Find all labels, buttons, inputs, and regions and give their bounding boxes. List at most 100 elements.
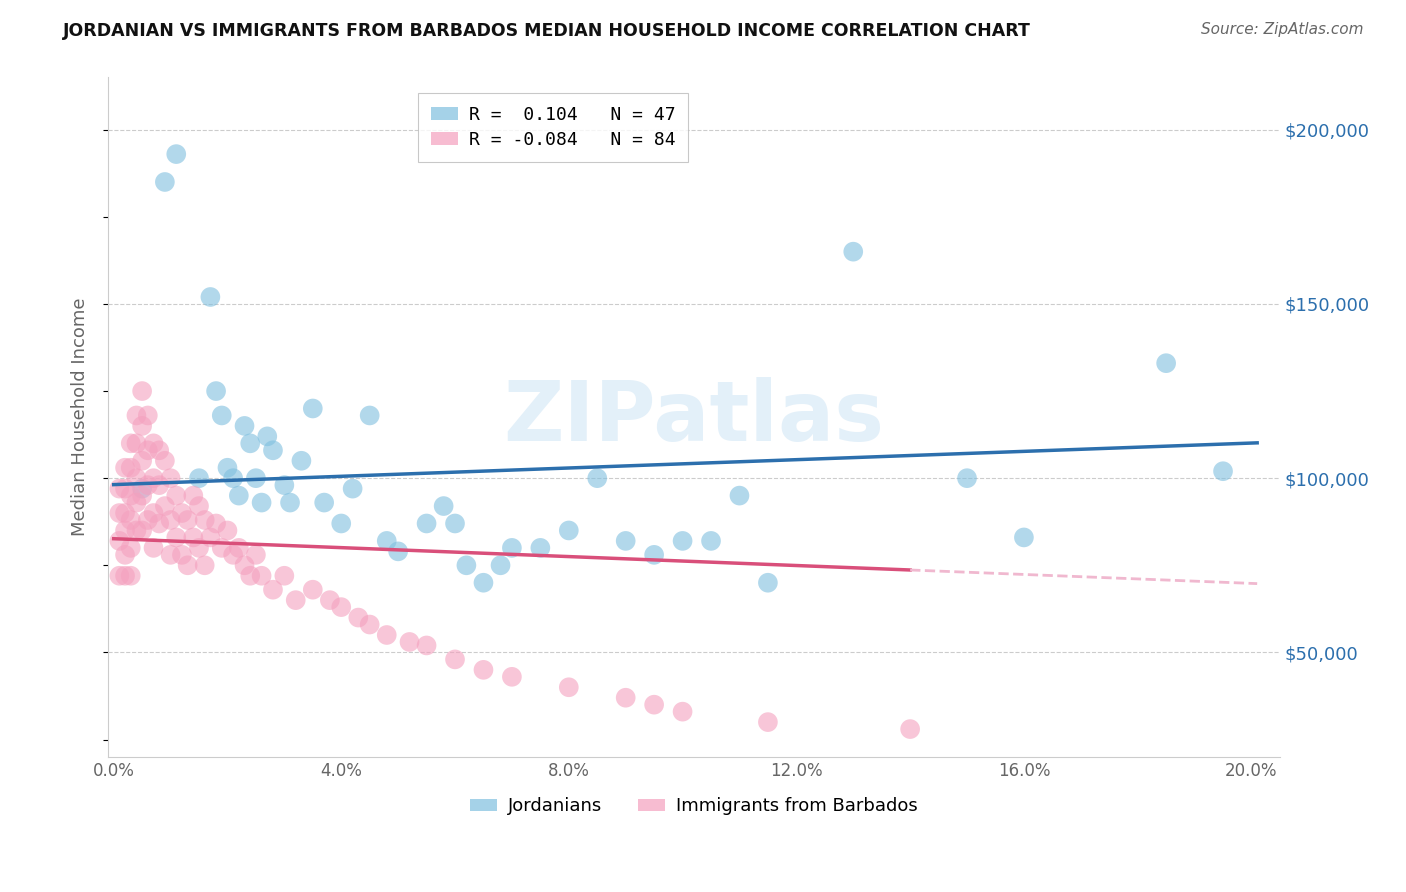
Text: ZIPatlas: ZIPatlas [503,376,884,458]
Point [898,722,921,736]
Point [614,690,637,705]
Legend: Jordanians, Immigrants from Barbados: Jordanians, Immigrants from Barbados [463,790,925,822]
Point [558,680,581,694]
Point [114,482,136,496]
Point [501,670,523,684]
Point [415,516,437,531]
Point [489,558,512,573]
Point [159,513,181,527]
Point [359,409,381,423]
Point [290,454,312,468]
Point [375,628,398,642]
Point [472,663,495,677]
Point [170,506,193,520]
Point [278,495,301,509]
Point [176,558,198,573]
Point [842,244,865,259]
Point [125,409,148,423]
Point [671,533,693,548]
Text: Source: ZipAtlas.com: Source: ZipAtlas.com [1201,22,1364,37]
Point [228,489,250,503]
Point [108,533,131,548]
Point [262,582,284,597]
Point [301,582,323,597]
Point [217,460,239,475]
Point [217,524,239,538]
Point [529,541,551,555]
Point [700,533,723,548]
Point [125,495,148,509]
Point [456,558,478,573]
Point [262,443,284,458]
Point [444,652,467,666]
Point [375,533,398,548]
Point [120,489,142,503]
Point [239,436,262,450]
Point [153,454,176,468]
Point [142,436,165,450]
Point [159,471,181,485]
Point [153,499,176,513]
Point [194,513,217,527]
Point [250,568,273,582]
Point [614,533,637,548]
Point [153,175,176,189]
Point [319,593,342,607]
Point [148,443,170,458]
Point [756,575,779,590]
Point [125,436,148,450]
Point [176,513,198,527]
Point [142,506,165,520]
Point [120,541,142,555]
Point [205,384,228,398]
Point [222,471,245,485]
Point [165,489,187,503]
Point [359,617,381,632]
Point [108,506,131,520]
Point [211,409,233,423]
Point [387,544,409,558]
Point [228,541,250,555]
Point [233,558,256,573]
Point [125,471,148,485]
Point [165,530,187,544]
Point [108,482,131,496]
Point [148,516,170,531]
Point [194,558,217,573]
Point [120,568,142,582]
Point [131,384,153,398]
Point [756,715,779,730]
Point [245,548,267,562]
Point [136,443,159,458]
Point [136,478,159,492]
Point [222,548,245,562]
Point [1212,464,1234,478]
Point [165,147,187,161]
Text: JORDANIAN VS IMMIGRANTS FROM BARBADOS MEDIAN HOUSEHOLD INCOME CORRELATION CHART: JORDANIAN VS IMMIGRANTS FROM BARBADOS ME… [63,22,1031,40]
Point [200,290,222,304]
Point [284,593,307,607]
Point [114,548,136,562]
Point [256,429,278,443]
Point [181,530,204,544]
Point [188,471,211,485]
Point [136,409,159,423]
Point [188,499,211,513]
Point [114,524,136,538]
Point [114,506,136,520]
Point [728,489,751,503]
Point [643,548,665,562]
Point [330,516,353,531]
Point [131,489,153,503]
Point [148,478,170,492]
Point [159,548,181,562]
Point [1012,530,1035,544]
Point [131,524,153,538]
Point [181,489,204,503]
Point [120,460,142,475]
Point [472,575,495,590]
Point [301,401,323,416]
Point [131,454,153,468]
Point [398,635,420,649]
Point [501,541,523,555]
